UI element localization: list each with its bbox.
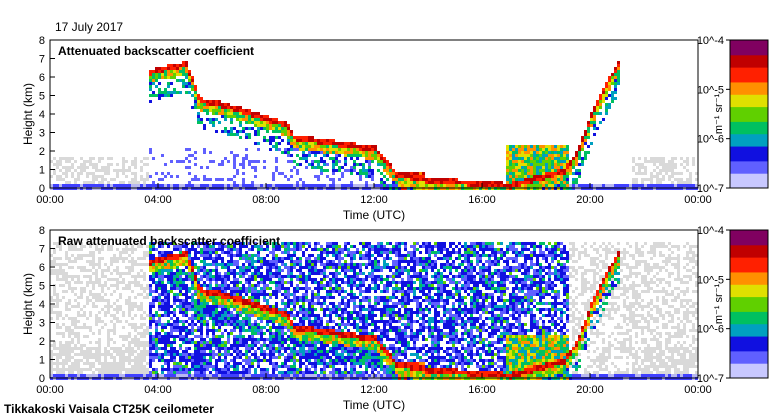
x-tick-label: 20:00 xyxy=(576,194,604,206)
colorbar-tick-label: 10^-4 xyxy=(697,225,724,237)
footer-label: Tikkakoski Vaisala CT25K ceilometer xyxy=(4,402,214,416)
y-tick-label: 5 xyxy=(39,91,45,103)
colorbar-tick-label: 10^-5 xyxy=(697,274,724,286)
y-tick-label: 1 xyxy=(39,355,45,367)
y-tick-label: 7 xyxy=(39,54,45,66)
y-tick-label: 3 xyxy=(39,318,45,330)
y-tick-label: 0 xyxy=(39,373,45,385)
colorbar-tick-label: 10^-7 xyxy=(697,183,724,195)
panel-title: Raw attenuated backscatter coefficient xyxy=(58,234,280,248)
chart-panel-2: Raw attenuated backscatter coefficient00… xyxy=(21,225,769,412)
x-tick-label: 04:00 xyxy=(144,384,172,396)
colorbar-tick-label: 10^-5 xyxy=(697,84,724,96)
x-tick-label: 00:00 xyxy=(36,194,64,206)
panel-title: Attenuated backscatter coefficient xyxy=(58,44,254,58)
x-tick-label: 16:00 xyxy=(468,194,496,206)
colorbar: 10^-7 10^-6 10^-5 10^-4 m⁻¹ sr⁻¹ xyxy=(697,225,769,385)
y-tick-label: 8 xyxy=(39,225,45,237)
x-axis-label: Time (UTC) xyxy=(343,398,405,412)
colorbar-unit-label: m⁻¹ sr⁻¹ xyxy=(713,284,725,325)
colorbar-tick-label: 10^-4 xyxy=(697,35,724,47)
x-tick-label: 12:00 xyxy=(360,384,388,396)
y-tick-label: 2 xyxy=(39,336,45,348)
y-axis-label: Height (km) xyxy=(21,273,35,335)
colorbar-unit-label: m⁻¹ sr⁻¹ xyxy=(713,94,725,135)
y-tick-label: 3 xyxy=(39,128,45,140)
x-tick-label: 00:00 xyxy=(684,194,712,206)
colorbar-tick-label: 10^-6 xyxy=(697,324,724,336)
colorbar-tick-label: 10^-7 xyxy=(697,373,724,385)
y-tick-label: 4 xyxy=(39,109,45,121)
x-tick-label: 08:00 xyxy=(252,384,280,396)
x-tick-label: 16:00 xyxy=(468,384,496,396)
x-tick-label: 20:00 xyxy=(576,384,604,396)
colorbar-tick-label: 10^-6 xyxy=(697,134,724,146)
y-tick-label: 6 xyxy=(39,72,45,84)
y-tick-label: 4 xyxy=(39,299,45,311)
colorbar-frame xyxy=(729,39,769,189)
y-tick-label: 6 xyxy=(39,262,45,274)
y-tick-label: 5 xyxy=(39,281,45,293)
x-tick-label: 12:00 xyxy=(360,194,388,206)
y-tick-label: 2 xyxy=(39,146,45,158)
date-label: 17 July 2017 xyxy=(55,20,123,34)
x-axis-label: Time (UTC) xyxy=(343,208,405,222)
x-tick-label: 00:00 xyxy=(36,384,64,396)
y-tick-label: 1 xyxy=(39,165,45,177)
x-tick-label: 00:00 xyxy=(684,384,712,396)
y-tick-label: 7 xyxy=(39,244,45,256)
x-tick-label: 08:00 xyxy=(252,194,280,206)
x-tick-label: 04:00 xyxy=(144,194,172,206)
y-tick-label: 0 xyxy=(39,183,45,195)
y-tick-label: 8 xyxy=(39,35,45,47)
colorbar: 10^-7 10^-6 10^-5 10^-4 m⁻¹ sr⁻¹ xyxy=(697,35,769,195)
y-axis-label: Height (km) xyxy=(21,83,35,145)
colorbar-frame xyxy=(729,229,769,379)
